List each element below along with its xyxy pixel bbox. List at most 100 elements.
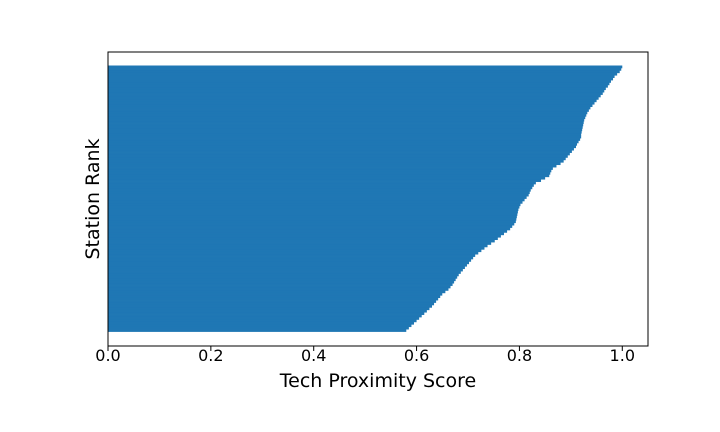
bar	[108, 280, 455, 284]
bar	[108, 140, 579, 144]
bar	[108, 295, 441, 299]
bar	[108, 101, 595, 105]
bar	[108, 275, 458, 279]
bar	[108, 203, 521, 207]
bar	[108, 297, 439, 301]
x-tick-label: 0.2	[198, 346, 223, 365]
bar	[108, 118, 585, 122]
bar	[108, 283, 453, 286]
bar	[108, 304, 432, 308]
bar	[108, 135, 582, 139]
bar	[108, 142, 578, 146]
bar	[108, 104, 593, 108]
bar	[108, 183, 534, 187]
x-tick-label: 0.8	[507, 346, 532, 365]
bar	[108, 72, 618, 76]
bar	[108, 222, 515, 226]
bar	[108, 174, 550, 178]
bar	[108, 254, 476, 257]
bar	[108, 157, 566, 161]
bar	[108, 181, 536, 185]
bar	[108, 278, 456, 282]
bar	[108, 111, 588, 115]
bar	[108, 113, 587, 117]
bar	[108, 133, 582, 137]
bar	[108, 326, 409, 330]
bar	[108, 150, 572, 153]
bar	[108, 179, 542, 182]
y-axis-title: Station Rank	[82, 138, 104, 259]
bar	[108, 145, 576, 149]
bar	[108, 292, 443, 296]
bar	[108, 162, 561, 166]
bar	[108, 321, 414, 325]
bar	[108, 227, 511, 231]
bar	[108, 319, 417, 323]
bar	[108, 77, 614, 81]
bar	[108, 273, 459, 277]
bar	[108, 154, 568, 158]
bar	[108, 244, 488, 248]
bar	[108, 67, 622, 71]
bar	[108, 87, 606, 91]
bar	[108, 109, 589, 112]
bar	[108, 234, 501, 238]
bar	[108, 314, 422, 318]
bars-group	[108, 65, 623, 332]
bar	[108, 65, 623, 69]
bar	[108, 186, 533, 190]
bar	[108, 271, 461, 274]
bar	[108, 152, 570, 156]
bar	[108, 266, 465, 270]
bar	[108, 290, 446, 294]
bar	[108, 329, 407, 332]
bar	[108, 249, 482, 253]
bar	[108, 268, 463, 272]
bar	[108, 263, 467, 267]
bar	[108, 258, 472, 262]
bar	[108, 84, 608, 88]
bar	[108, 89, 605, 93]
x-tick-label: 0.4	[301, 346, 326, 365]
bar	[108, 225, 513, 228]
bar	[108, 147, 574, 151]
bar	[108, 123, 584, 127]
bar	[108, 324, 412, 328]
x-axis-ticks: 0.0 0.2 0.4 0.6 0.8 1.0	[95, 346, 635, 365]
bar	[108, 205, 520, 209]
bar	[108, 210, 518, 214]
bar	[108, 196, 527, 199]
bar	[108, 287, 449, 291]
bar	[108, 75, 615, 78]
bar	[108, 116, 586, 120]
x-tick-label: 0.0	[95, 346, 120, 365]
bar	[108, 138, 581, 141]
bar	[108, 215, 517, 219]
bar	[108, 80, 611, 83]
x-tick-label: 1.0	[610, 346, 635, 365]
bar	[108, 300, 437, 303]
bar	[108, 307, 430, 311]
bar	[108, 229, 508, 233]
plot-frame	[107, 51, 649, 347]
bar	[108, 106, 591, 110]
bar	[108, 171, 551, 175]
bar	[108, 213, 518, 216]
bar	[108, 188, 531, 192]
bar	[108, 251, 479, 255]
bar	[108, 198, 525, 202]
bar	[108, 285, 451, 289]
bar	[108, 316, 420, 320]
bar	[108, 309, 427, 313]
bar	[108, 164, 557, 168]
bar	[108, 256, 474, 260]
bar	[108, 237, 498, 241]
bar	[108, 246, 485, 250]
bar	[108, 217, 517, 221]
bar	[108, 193, 529, 197]
bar	[108, 261, 470, 265]
x-axis-title: Tech Proximity Score	[279, 370, 476, 392]
bar	[108, 96, 599, 100]
bar	[108, 82, 610, 86]
